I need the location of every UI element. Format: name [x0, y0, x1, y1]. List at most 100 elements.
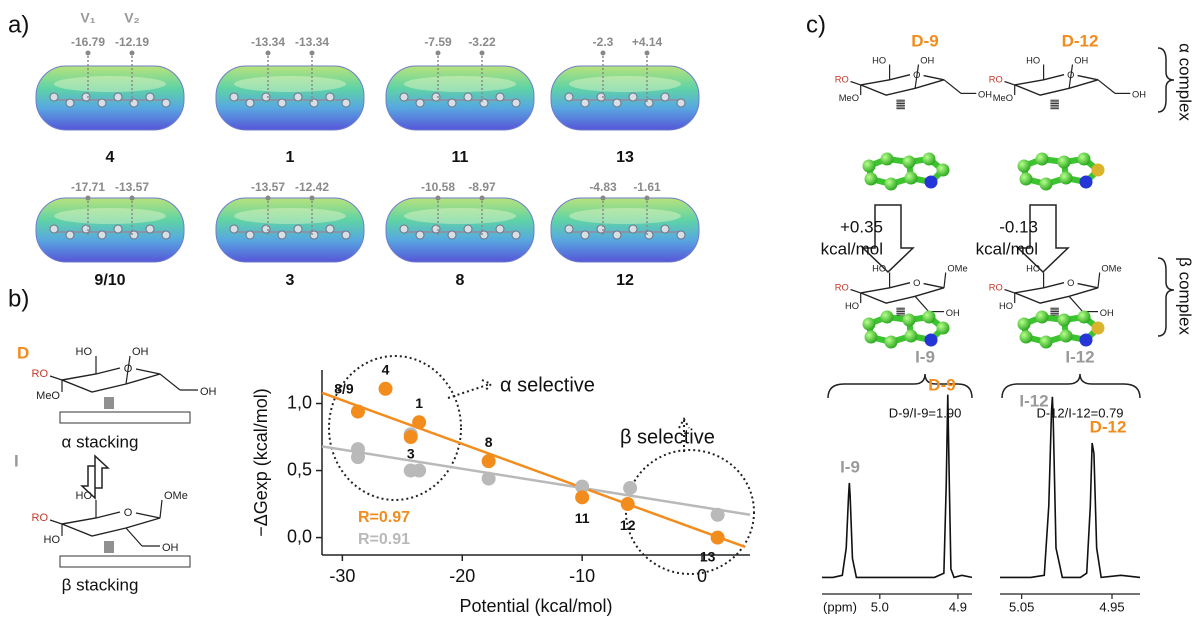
bond	[851, 82, 861, 85]
complex-name: D-12	[1062, 31, 1099, 50]
atom	[278, 99, 286, 107]
atom-label: OH	[132, 346, 149, 358]
atom	[98, 99, 106, 107]
esp-highlight	[569, 208, 681, 224]
point	[482, 454, 496, 468]
atom-label: RO	[32, 512, 49, 524]
bond	[1069, 296, 1083, 311]
ring-atom	[1020, 173, 1033, 186]
atom	[66, 231, 74, 239]
ring-atom	[1058, 156, 1071, 169]
ring-atom	[1080, 334, 1093, 347]
sugar-ring	[861, 75, 944, 95]
y-tick-label: 1,0	[287, 392, 312, 412]
atom	[613, 99, 621, 107]
bond	[50, 376, 62, 380]
atom	[480, 99, 488, 107]
ring-atom	[903, 156, 916, 169]
pointer-dot	[601, 196, 606, 201]
atom-label: O	[124, 363, 133, 375]
pointer-dot	[436, 196, 441, 201]
atom	[294, 225, 302, 233]
ring-atom	[1092, 322, 1105, 335]
potential-value: -10.58	[421, 180, 455, 194]
peak-label: D-9	[928, 375, 955, 394]
ring-atom	[937, 164, 950, 177]
energy: +0.35	[840, 217, 883, 236]
ring-atom	[1040, 336, 1053, 349]
atom	[512, 231, 520, 239]
ring-atom	[1036, 153, 1049, 166]
ring-atom	[863, 160, 876, 173]
atom-label: OH	[162, 542, 179, 554]
atom	[597, 93, 605, 101]
dotted-arrow	[448, 380, 491, 398]
ring-atom	[905, 330, 918, 343]
pointer-dot	[601, 51, 606, 56]
x-tick-label: 0	[697, 566, 707, 586]
point	[351, 405, 365, 419]
atom-label: O	[913, 70, 920, 80]
atom	[677, 99, 685, 107]
atom	[464, 93, 472, 101]
bond	[1098, 80, 1115, 94]
atom	[400, 225, 408, 233]
point	[623, 481, 637, 495]
atom-label: O	[1067, 278, 1074, 288]
atom	[496, 225, 504, 233]
beta-stacking: β stacking	[62, 575, 139, 594]
atom	[246, 231, 254, 239]
ring-atom	[1020, 331, 1033, 344]
atom-label: OH	[978, 90, 992, 100]
annotation: α selective	[500, 374, 595, 396]
point	[575, 490, 589, 504]
pointer-dot	[130, 51, 135, 56]
compound-number: 11	[452, 149, 469, 166]
pointer-dot	[645, 51, 650, 56]
atom	[246, 99, 254, 107]
atom	[512, 99, 520, 107]
pointer-dot	[86, 51, 91, 56]
pointer-dot	[86, 196, 91, 201]
pointer-dot	[480, 196, 485, 201]
potential-value: -16.79	[71, 35, 105, 49]
ring-atom	[1018, 318, 1031, 331]
d-label: D	[17, 343, 29, 362]
bond	[160, 374, 180, 390]
atom-label: OH	[200, 386, 217, 398]
x-axis-label: (ppm)	[823, 599, 857, 614]
atom	[162, 99, 170, 107]
atom	[130, 99, 138, 107]
esp-highlight	[234, 208, 346, 224]
atom-label: HO	[76, 490, 93, 502]
atom	[50, 225, 58, 233]
surface	[60, 556, 190, 567]
x-axis-label: Potential (kcal/mol)	[459, 596, 612, 616]
point-label: 8	[485, 434, 493, 450]
atom-label: HO	[999, 301, 1013, 311]
bond	[944, 80, 961, 94]
compound-number: 12	[616, 272, 634, 289]
potential-value: -13.34	[295, 35, 329, 49]
x-tick-label: -10	[569, 566, 595, 586]
atom	[130, 231, 138, 239]
bond	[1098, 273, 1100, 288]
y-tick-label: 0,0	[287, 526, 312, 546]
atom-label: OH	[1132, 90, 1146, 100]
atom-label: MeO	[839, 93, 859, 103]
atom	[613, 231, 621, 239]
atom-label: MeO	[36, 390, 60, 402]
atom	[98, 231, 106, 239]
ring-atom	[923, 311, 936, 324]
ring-atom	[881, 311, 894, 324]
atom-label: OH	[920, 56, 934, 66]
r-value: R=0.97	[358, 509, 410, 526]
compound-number: 3	[286, 272, 295, 289]
bond	[126, 528, 142, 546]
ring-atom	[905, 172, 918, 185]
energy-unit: kcal/mol	[821, 239, 883, 258]
atom	[661, 93, 669, 101]
esp-highlight	[404, 208, 516, 224]
esp-highlight	[404, 76, 516, 92]
atom	[82, 225, 90, 233]
